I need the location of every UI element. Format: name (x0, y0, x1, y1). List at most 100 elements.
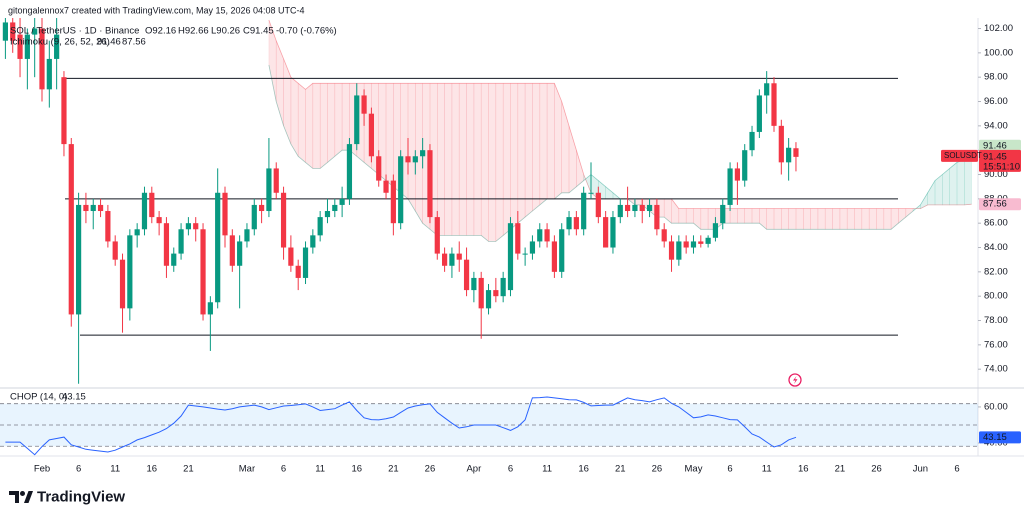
candle-body (119, 259, 126, 309)
x-tick-label: 16 (578, 464, 589, 475)
ichimoku-cloud (854, 208, 863, 230)
candle-body (727, 168, 733, 205)
candle-body (537, 229, 543, 242)
candle-body (105, 211, 111, 242)
x-tick-label: Mar (239, 464, 255, 475)
ichimoku-cloud (817, 208, 826, 230)
ichimoku-cloud (898, 208, 907, 224)
candle-body (632, 204, 638, 212)
candle-body (639, 204, 645, 212)
candle-body (310, 235, 316, 248)
candle-body (39, 28, 45, 90)
candle-body (522, 253, 528, 255)
candle-body (786, 147, 792, 163)
ichimoku-cloud (729, 208, 738, 224)
candle-body (668, 241, 675, 260)
candle-body (383, 180, 389, 193)
candle-body (698, 241, 704, 244)
x-tick-label: 6 (954, 464, 959, 475)
y-tick-label: 100.00 (984, 47, 1013, 58)
chop-value-label: 43.15 (983, 432, 1007, 443)
candle-body (449, 253, 455, 266)
ichimoku-cloud (824, 208, 833, 230)
candle-body (141, 192, 148, 230)
candle-body (354, 95, 360, 145)
last-price-label: 91.45 (983, 151, 1007, 162)
y-tick-label: 90.00 (984, 169, 1008, 180)
ichimoku-cloud (839, 208, 848, 230)
ichimoku-cloud (883, 208, 892, 230)
candle-body (456, 253, 462, 260)
candle-body (646, 204, 653, 212)
ichimoku-cloud (802, 208, 811, 230)
candle-body (610, 217, 616, 248)
x-tick-label: 26 (425, 464, 436, 475)
y-tick-label: 102.00 (984, 23, 1013, 34)
x-tick-label: 21 (183, 464, 194, 475)
candle-body (251, 204, 257, 230)
y-tick-label: 74.00 (984, 364, 1008, 375)
candle-body (207, 302, 213, 315)
ichimoku-cloud (297, 82, 306, 164)
candle-body (559, 229, 565, 272)
candle-body (756, 95, 762, 132)
candle-body (266, 168, 272, 212)
candle-body (734, 168, 740, 181)
ichimoku-cloud (458, 83, 467, 236)
y-tick-label: 76.00 (984, 339, 1008, 350)
legend-open: O92.16 (145, 26, 176, 37)
ichimoku-cloud (751, 208, 760, 224)
ichimoku-cloud (759, 208, 768, 230)
ichimoku-cloud (283, 58, 292, 145)
ichimoku-cloud (436, 83, 445, 236)
x-tick-label: 16 (147, 464, 158, 475)
x-tick-label: May (685, 464, 703, 475)
brand-name: TradingView (37, 488, 125, 505)
chop-tick-label: 60.00 (984, 401, 1008, 412)
x-tick-label: 26 (871, 464, 882, 475)
ichimoku-cloud (634, 198, 643, 206)
ichimoku-cloud (488, 83, 497, 242)
author-line: gitongalennox7 created with TradingView.… (8, 5, 305, 15)
ichimoku-cloud (773, 208, 782, 230)
x-tick-label: 6 (281, 464, 286, 475)
y-tick-label: 78.00 (984, 315, 1008, 326)
ichimoku-cloud (319, 83, 328, 170)
ichimoku-cloud (268, 19, 277, 102)
candle-body (361, 95, 367, 114)
x-tick-label: 21 (615, 464, 626, 475)
candle-body (544, 229, 550, 242)
ichimoku-cloud (795, 208, 804, 230)
candle-body (32, 28, 38, 35)
candle-body (764, 83, 770, 96)
candle-body (76, 204, 82, 315)
candle-body (332, 204, 338, 212)
x-tick-label: 21 (835, 464, 846, 475)
alert-icon[interactable] (788, 373, 802, 387)
x-tick-label: 11 (762, 464, 772, 475)
candle-body (654, 204, 660, 230)
y-tick-label: 80.00 (984, 291, 1008, 302)
ichimoku-cloud (473, 83, 482, 236)
ichimoku-cloud (780, 208, 789, 230)
x-tick-label: 11 (315, 464, 325, 475)
ichimoku-cloud (385, 83, 394, 188)
candle-body (90, 204, 96, 212)
candle-body (229, 235, 235, 266)
candle-body (83, 204, 89, 212)
y-tick-label: 98.00 (984, 72, 1008, 83)
ichimoku-cloud (942, 167, 951, 206)
candle-body (68, 144, 74, 315)
candle-body (134, 229, 140, 236)
ichimoku-cloud (532, 83, 541, 212)
candle-body (507, 223, 514, 291)
brand-logo: TradingView (9, 488, 125, 505)
x-tick-label: 11 (542, 464, 552, 475)
span-a-price-label-box (979, 139, 1021, 152)
candle-body (215, 192, 221, 303)
candle-body (661, 229, 667, 242)
ichimoku-cloud (846, 208, 855, 230)
ichimoku-cloud (693, 208, 702, 230)
candle-body (368, 113, 374, 157)
x-tick-label: 6 (727, 464, 732, 475)
